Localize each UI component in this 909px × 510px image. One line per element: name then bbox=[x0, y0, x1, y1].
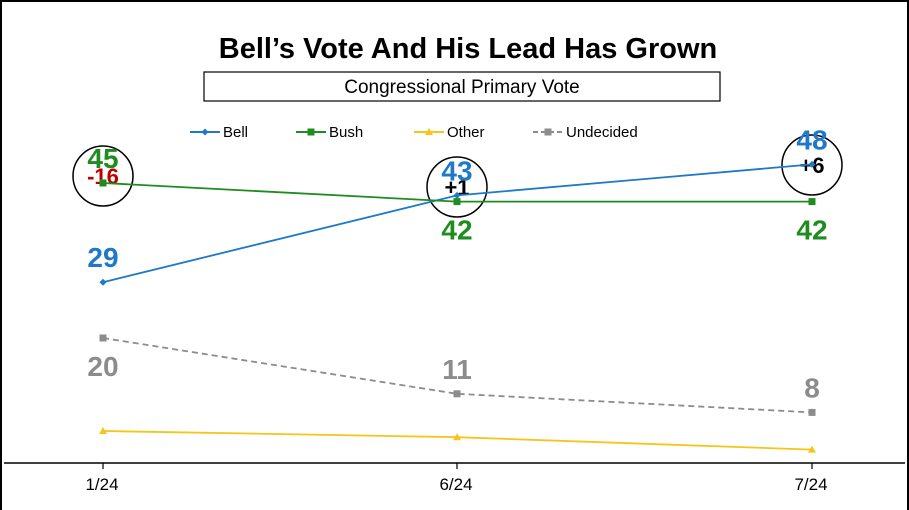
data-point bbox=[808, 160, 816, 168]
legend-marker bbox=[201, 128, 209, 136]
data-point bbox=[99, 179, 107, 187]
series-line bbox=[102, 430, 813, 451]
legend-item-bell: Bell bbox=[190, 124, 248, 141]
data-label: 29 bbox=[87, 242, 118, 273]
series-other bbox=[99, 427, 816, 453]
data-label: 20 bbox=[87, 351, 118, 382]
subtitle-box bbox=[203, 71, 721, 102]
data-label: 43 bbox=[441, 155, 472, 186]
legend-marker bbox=[544, 128, 552, 136]
legend-marker bbox=[425, 128, 433, 135]
x-tick-label: 6/24 bbox=[439, 475, 472, 494]
margin-circle bbox=[72, 145, 134, 207]
x-tick-label: 7/24 bbox=[794, 475, 827, 494]
legend-item-bush: Bush bbox=[296, 124, 363, 141]
data-point bbox=[99, 278, 107, 286]
legend-marker bbox=[307, 128, 315, 136]
legend-item-other: Other bbox=[414, 124, 485, 141]
data-point bbox=[453, 198, 461, 206]
data-point bbox=[808, 198, 816, 206]
data-label: 48 bbox=[796, 124, 827, 155]
x-axis: 1/24 6/24 7/24 bbox=[4, 462, 905, 494]
data-label: 11 bbox=[442, 354, 472, 385]
series-bush bbox=[99, 179, 816, 206]
legend-label: Bell bbox=[223, 124, 248, 141]
legend-label: Other bbox=[447, 124, 485, 141]
data-point bbox=[453, 191, 461, 199]
data-point bbox=[808, 445, 816, 453]
legend-item-undecided: Undecided bbox=[533, 124, 638, 141]
data-label: 8 bbox=[804, 372, 820, 403]
series-bell bbox=[99, 160, 816, 286]
series-undecided bbox=[99, 334, 816, 416]
data-point bbox=[99, 334, 107, 342]
chart-subtitle: Congressional Primary Vote bbox=[344, 77, 580, 98]
chart-title: Bell’s Vote And His Lead Has Grown bbox=[219, 33, 717, 65]
legend-label: Bush bbox=[329, 124, 363, 141]
data-point bbox=[808, 408, 816, 416]
margin-badge: -16 bbox=[72, 145, 134, 207]
legend-label: Undecided bbox=[566, 124, 638, 141]
data-label: 42 bbox=[441, 215, 472, 246]
x-tick-label: 1/24 bbox=[85, 475, 118, 494]
data-label: 45 bbox=[87, 143, 118, 174]
data-point bbox=[453, 433, 461, 441]
series-line bbox=[102, 337, 813, 414]
data-point bbox=[99, 427, 107, 434]
data-point bbox=[453, 390, 461, 398]
legend: Bell Bush Other Undecided bbox=[190, 124, 638, 141]
data-label: 42 bbox=[796, 215, 827, 246]
data-labels: 29 43 48 45 42 42 20 11 8 bbox=[87, 124, 827, 403]
series-group bbox=[99, 160, 816, 453]
